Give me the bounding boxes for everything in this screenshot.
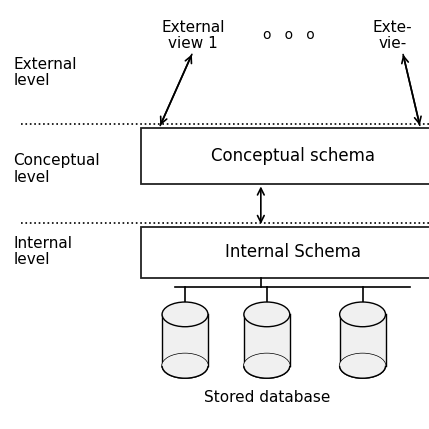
Text: Stored database: Stored database: [204, 390, 330, 405]
Ellipse shape: [244, 353, 290, 378]
Text: External: External: [13, 57, 77, 72]
Text: o   o   o: o o o: [263, 28, 314, 42]
Bar: [141, 128, 429, 184]
Text: Exte-: Exte-: [373, 20, 412, 35]
Bar: [162, 314, 208, 366]
Text: Conceptual schema: Conceptual schema: [211, 147, 375, 165]
Text: vie-: vie-: [378, 36, 407, 51]
Bar: [141, 227, 429, 278]
Text: Internal: Internal: [13, 236, 73, 251]
Text: level: level: [13, 170, 50, 185]
Ellipse shape: [244, 353, 290, 378]
Text: Internal Schema: Internal Schema: [225, 243, 361, 261]
Bar: [340, 314, 386, 366]
Text: level: level: [13, 73, 50, 88]
Ellipse shape: [340, 353, 386, 378]
Ellipse shape: [162, 353, 208, 378]
Ellipse shape: [162, 353, 208, 378]
Bar: [244, 314, 290, 366]
Text: External: External: [161, 20, 225, 35]
Text: Conceptual: Conceptual: [13, 154, 100, 169]
Text: view 1: view 1: [168, 36, 218, 51]
Ellipse shape: [340, 302, 386, 327]
Text: level: level: [13, 252, 50, 267]
Ellipse shape: [340, 353, 386, 378]
Ellipse shape: [162, 302, 208, 327]
Ellipse shape: [244, 302, 290, 327]
